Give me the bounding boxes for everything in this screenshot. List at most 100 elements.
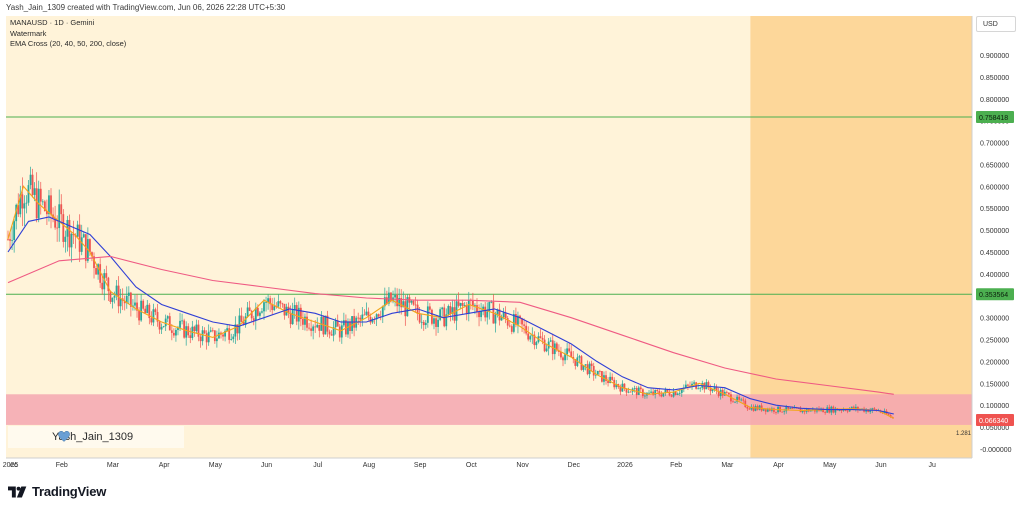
candle-body bbox=[33, 188, 36, 195]
ema-20-line[interactable] bbox=[7, 185, 895, 419]
x-tick-label: Mar bbox=[107, 462, 120, 469]
y-tick-label: 0.600000 bbox=[980, 184, 1009, 191]
candle-body bbox=[64, 236, 67, 242]
tradingview-logo-icon bbox=[8, 485, 27, 498]
candle-body bbox=[650, 391, 652, 393]
candle-body bbox=[72, 233, 75, 236]
candle-body bbox=[488, 302, 491, 312]
candle-body bbox=[172, 332, 175, 336]
candle-body bbox=[586, 364, 589, 375]
candle-body bbox=[699, 387, 702, 389]
ema-legend[interactable]: EMA Cross (20, 40, 50, 200, close) bbox=[10, 39, 127, 48]
candle-body bbox=[295, 305, 298, 322]
candle-body bbox=[23, 203, 26, 209]
candle-body bbox=[887, 414, 890, 416]
candle-body bbox=[56, 227, 59, 229]
candle-body bbox=[365, 311, 368, 315]
candle-body bbox=[588, 363, 591, 375]
x-tick-label: May bbox=[209, 462, 223, 469]
watermark-box: Yash_Jain_1309 bbox=[8, 426, 184, 448]
y-tick-label: 0.050000 bbox=[980, 425, 1009, 432]
candle-body bbox=[637, 387, 640, 396]
candle-body bbox=[293, 305, 296, 311]
candle-body bbox=[361, 314, 364, 320]
candle-body bbox=[523, 324, 525, 326]
candle-body bbox=[500, 317, 503, 321]
candle-body bbox=[480, 310, 482, 318]
candle-body bbox=[562, 357, 564, 361]
candle-body bbox=[609, 376, 612, 383]
candle-body bbox=[58, 204, 61, 229]
candle-body bbox=[142, 300, 145, 309]
candle-body bbox=[269, 298, 272, 305]
candle-body bbox=[412, 300, 415, 305]
candle-body bbox=[326, 315, 329, 332]
candle-body bbox=[89, 239, 91, 253]
candle-body bbox=[678, 392, 681, 394]
candle-body bbox=[852, 406, 855, 410]
candle-body bbox=[93, 256, 95, 269]
y-tick-label: 0.300000 bbox=[980, 316, 1009, 323]
candle-body bbox=[785, 406, 788, 412]
candle-body bbox=[834, 408, 837, 413]
candle-body bbox=[289, 312, 292, 325]
currency-button[interactable]: USD bbox=[976, 16, 1016, 32]
candle-body bbox=[414, 304, 417, 306]
candle-body bbox=[711, 389, 714, 392]
y-tick-label: 0.100000 bbox=[980, 403, 1009, 410]
candle-body bbox=[525, 325, 528, 334]
candle-body bbox=[215, 338, 218, 342]
candle-body bbox=[725, 391, 728, 393]
candle-body bbox=[398, 297, 401, 307]
candle-body bbox=[441, 307, 444, 310]
candle-body bbox=[478, 312, 480, 318]
ema-50-line[interactable] bbox=[7, 216, 894, 415]
watermark-legend[interactable]: Watermark bbox=[10, 28, 47, 38]
candle-body bbox=[228, 328, 231, 340]
candle-body bbox=[687, 384, 689, 386]
candle-body bbox=[598, 370, 601, 372]
candle-body bbox=[181, 320, 183, 322]
candle-body bbox=[764, 409, 767, 412]
price-level-tag bbox=[976, 110, 1014, 123]
x-tick-label: Feb bbox=[56, 462, 68, 469]
candle-body bbox=[502, 312, 505, 318]
candle-body bbox=[838, 409, 841, 411]
candle-body bbox=[238, 315, 241, 334]
candle-body bbox=[185, 326, 188, 338]
x-tick-label: Mar bbox=[721, 462, 734, 469]
candle-body bbox=[25, 202, 28, 204]
candle-body bbox=[451, 307, 454, 314]
ema-200-line[interactable] bbox=[7, 255, 894, 395]
candle-body bbox=[342, 320, 345, 326]
candle-body bbox=[259, 312, 261, 316]
candle-body bbox=[351, 316, 353, 331]
candle-body bbox=[797, 408, 800, 410]
candle-body bbox=[345, 320, 347, 335]
candle-body bbox=[183, 320, 186, 338]
candle-body bbox=[375, 314, 378, 320]
candle-body bbox=[406, 297, 409, 317]
symbol-legend[interactable]: MANAUSD · 1D · Gemini bbox=[10, 18, 95, 27]
candle-body bbox=[224, 330, 226, 337]
candle-body bbox=[590, 363, 593, 366]
candle-body bbox=[248, 307, 251, 311]
candle-body bbox=[605, 375, 607, 381]
candle-body bbox=[144, 308, 147, 314]
x-tick-label: Oct bbox=[466, 462, 477, 469]
candle-body bbox=[267, 298, 269, 303]
candle-body bbox=[781, 411, 784, 413]
candle-body bbox=[162, 326, 165, 328]
candle-body bbox=[17, 204, 20, 215]
candle-body bbox=[619, 386, 622, 392]
candle-body bbox=[592, 365, 595, 376]
candle-body bbox=[211, 330, 214, 332]
tradingview-logo[interactable]: TradingView bbox=[8, 484, 106, 499]
candle-body bbox=[328, 331, 331, 335]
candle-body bbox=[54, 217, 57, 228]
highlight-zone bbox=[750, 16, 972, 458]
candle-body bbox=[773, 408, 775, 412]
candle-body bbox=[633, 387, 636, 389]
candle-body bbox=[461, 303, 464, 306]
